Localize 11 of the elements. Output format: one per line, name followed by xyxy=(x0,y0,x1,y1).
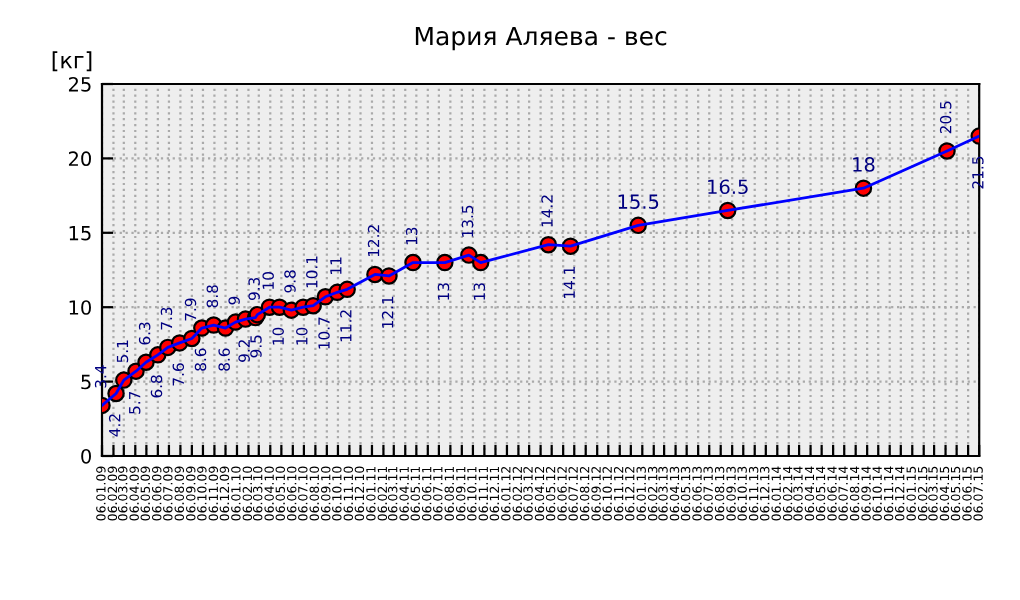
y-tick-label: 10 xyxy=(69,300,91,315)
y-tick-label: 15 xyxy=(69,226,91,241)
y-tick-label: 5 xyxy=(81,374,91,390)
y-tick-label: 20 xyxy=(68,151,91,167)
data-label: 16.5 xyxy=(708,179,748,195)
data-label: 15.5 xyxy=(618,194,659,209)
y-tick-label: 25 xyxy=(68,76,91,92)
data-label: 18 xyxy=(853,157,875,172)
chart-title: Мария Аляева - вес xyxy=(415,26,667,51)
y-axis-title: [кг] xyxy=(52,51,92,72)
y-tick-label: 0 xyxy=(81,448,91,464)
